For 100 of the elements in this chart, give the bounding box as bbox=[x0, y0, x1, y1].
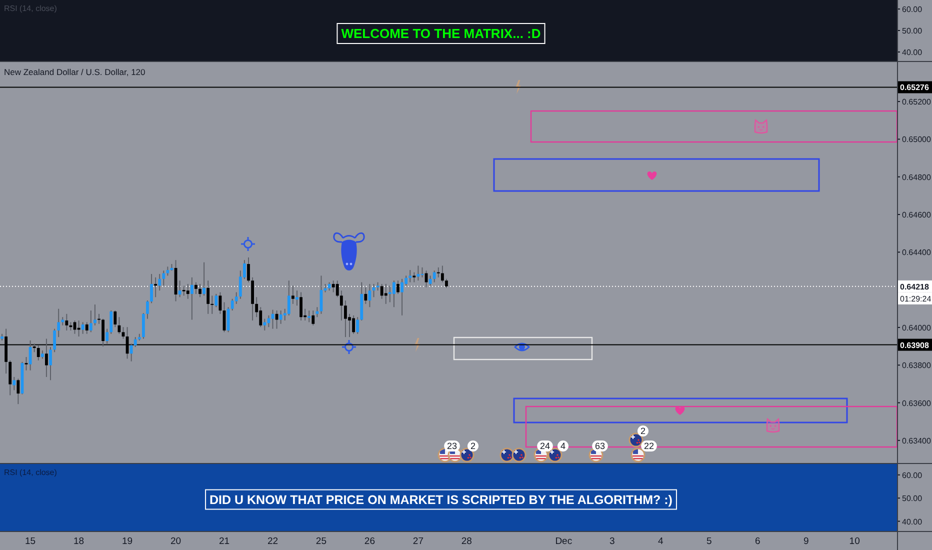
y-tick-label: 0.65200 bbox=[902, 98, 932, 107]
candlestick bbox=[114, 310, 117, 328]
x-tick-label: 5 bbox=[706, 536, 712, 547]
candlestick bbox=[432, 270, 436, 283]
annotation: 22 bbox=[644, 441, 654, 452]
annotation: DID U KNOW THAT PRICE ON MARKET IS SCRIPTED BY THE ALGORITHM? :) bbox=[210, 493, 672, 507]
text: RSI (14, close) bbox=[4, 4, 58, 13]
candlestick bbox=[356, 316, 360, 334]
x-tick-label: 9 bbox=[803, 536, 809, 547]
annotation: 2 bbox=[470, 441, 476, 452]
annotation: 23 bbox=[446, 441, 458, 452]
y-tick-label: 40.00 bbox=[902, 48, 923, 57]
x-tick-label: 28 bbox=[461, 536, 472, 547]
x-tick-label: 25 bbox=[316, 536, 327, 547]
y-tick-label: 0.63800 bbox=[902, 361, 932, 370]
ref-line-label: 0.65276 bbox=[900, 83, 930, 92]
candlestick bbox=[214, 293, 218, 308]
text: New Zealand Dollar / U.S. Dollar, 120 bbox=[4, 67, 146, 77]
candlestick bbox=[110, 310, 113, 334]
candlestick bbox=[186, 283, 190, 300]
candlestick bbox=[279, 310, 282, 324]
candlestick bbox=[198, 283, 202, 298]
candlestick bbox=[53, 328, 56, 353]
x-tick-label: 21 bbox=[218, 536, 230, 547]
x-tick-label: 27 bbox=[412, 536, 424, 547]
x-tick-label: 10 bbox=[849, 536, 860, 547]
y-tick-label: 0.63400 bbox=[902, 436, 932, 446]
y-tick-label: 0.64800 bbox=[902, 172, 932, 182]
ref-line-label: 0.63908 bbox=[900, 340, 930, 350]
candlestick bbox=[396, 280, 400, 294]
x-tick-label: 19 bbox=[122, 536, 133, 547]
x-tick-label: Dec bbox=[555, 536, 572, 547]
candlestick bbox=[85, 322, 88, 334]
candlestick bbox=[24, 356, 28, 371]
candlestick bbox=[142, 312, 145, 340]
candlestick bbox=[263, 318, 266, 331]
candlestick bbox=[312, 310, 315, 326]
candlestick bbox=[291, 285, 294, 304]
candlestick bbox=[412, 272, 416, 283]
candlestick bbox=[106, 328, 109, 344]
candlestick bbox=[94, 304, 96, 326]
x-tick-label: 26 bbox=[364, 536, 375, 547]
y-tick-label: 40.00 bbox=[902, 517, 923, 526]
candlestick bbox=[408, 270, 412, 283]
candlestick bbox=[150, 273, 153, 304]
text: RSI (14, close) bbox=[4, 468, 58, 477]
annotation: 4 bbox=[560, 441, 566, 452]
ref-line-label: 0.64218 01:29:24 bbox=[900, 282, 932, 304]
candlestick bbox=[316, 306, 319, 318]
candlestick bbox=[202, 262, 206, 296]
candlestick bbox=[416, 265, 420, 282]
y-tick-label: 60.00 bbox=[902, 5, 923, 14]
candlestick bbox=[210, 295, 214, 314]
candlestick bbox=[296, 290, 298, 306]
candlestick bbox=[16, 378, 20, 405]
annotation: 2 bbox=[640, 426, 646, 436]
candlestick bbox=[8, 360, 12, 396]
x-tick-label: 15 bbox=[25, 536, 36, 547]
candlestick bbox=[247, 256, 250, 283]
candlestick bbox=[308, 310, 311, 323]
candlestick bbox=[49, 346, 52, 381]
candlestick bbox=[364, 286, 368, 304]
y-tick-label: 60.00 bbox=[902, 470, 923, 480]
candlestick bbox=[400, 278, 404, 316]
x-tick-label: 20 bbox=[170, 536, 182, 547]
candlestick bbox=[89, 310, 92, 333]
y-tick-label: 0.64000 bbox=[902, 323, 932, 332]
x-tick-label: 22 bbox=[267, 536, 278, 547]
y-tick-label: 50.00 bbox=[902, 494, 923, 504]
annotation: WELCOME TO THE MATRIX... :D bbox=[341, 26, 541, 42]
annotation: 24 bbox=[540, 441, 550, 452]
candlestick bbox=[336, 280, 339, 298]
candlestick bbox=[388, 285, 392, 303]
candlestick bbox=[28, 340, 32, 371]
candlestick bbox=[146, 300, 149, 320]
candlestick bbox=[194, 282, 198, 294]
candlestick bbox=[300, 292, 302, 321]
candlestick bbox=[230, 298, 234, 312]
y-tick-label: 0.64400 bbox=[902, 248, 932, 258]
y-tick-label: 0.65000 bbox=[902, 135, 932, 144]
candlestick bbox=[352, 314, 355, 334]
candlestick bbox=[65, 313, 68, 331]
candlestick bbox=[436, 266, 440, 278]
x-tick-label: 6 bbox=[754, 536, 760, 547]
candlestick bbox=[122, 326, 125, 340]
candlestick bbox=[251, 276, 254, 321]
candlestick bbox=[206, 280, 210, 314]
candlestick bbox=[267, 314, 270, 328]
candlestick bbox=[287, 280, 290, 316]
candlestick bbox=[392, 280, 396, 308]
candlestick bbox=[130, 343, 133, 362]
candlestick bbox=[428, 275, 432, 286]
x-tick-label: 3 bbox=[609, 536, 615, 547]
candlestick bbox=[12, 376, 16, 391]
candlestick bbox=[57, 308, 60, 338]
candlestick bbox=[424, 270, 428, 288]
candlestick bbox=[158, 273, 162, 292]
y-tick-label: 0.64600 bbox=[902, 210, 932, 220]
candlestick bbox=[344, 300, 347, 338]
candlestick bbox=[166, 266, 170, 276]
